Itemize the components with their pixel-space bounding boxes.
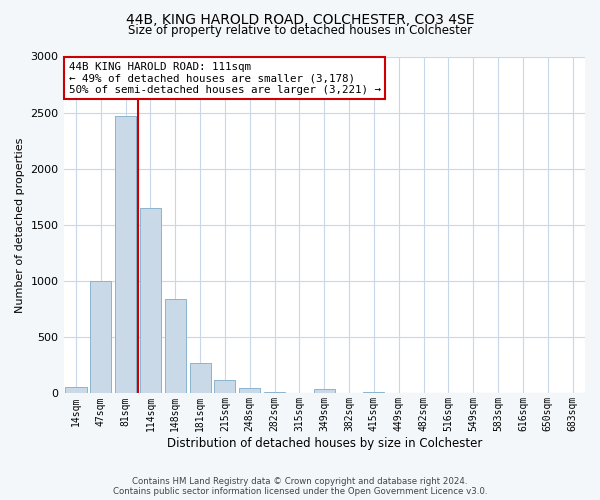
Bar	[239, 388, 260, 394]
Bar	[140, 208, 161, 394]
Bar	[190, 363, 211, 394]
Bar	[90, 281, 112, 394]
Bar	[214, 380, 235, 394]
Text: 44B KING HAROLD ROAD: 111sqm
← 49% of detached houses are smaller (3,178)
50% of: 44B KING HAROLD ROAD: 111sqm ← 49% of de…	[69, 62, 381, 95]
Bar	[314, 390, 335, 394]
Bar	[264, 392, 285, 394]
Text: Size of property relative to detached houses in Colchester: Size of property relative to detached ho…	[128, 24, 472, 37]
Bar	[115, 116, 136, 394]
Bar	[165, 299, 186, 394]
Text: Contains HM Land Registry data © Crown copyright and database right 2024.
Contai: Contains HM Land Registry data © Crown c…	[113, 476, 487, 496]
Y-axis label: Number of detached properties: Number of detached properties	[15, 138, 25, 312]
Text: 44B, KING HAROLD ROAD, COLCHESTER, CO3 4SE: 44B, KING HAROLD ROAD, COLCHESTER, CO3 4…	[126, 12, 474, 26]
Bar	[65, 387, 86, 394]
X-axis label: Distribution of detached houses by size in Colchester: Distribution of detached houses by size …	[167, 437, 482, 450]
Bar	[364, 392, 385, 394]
